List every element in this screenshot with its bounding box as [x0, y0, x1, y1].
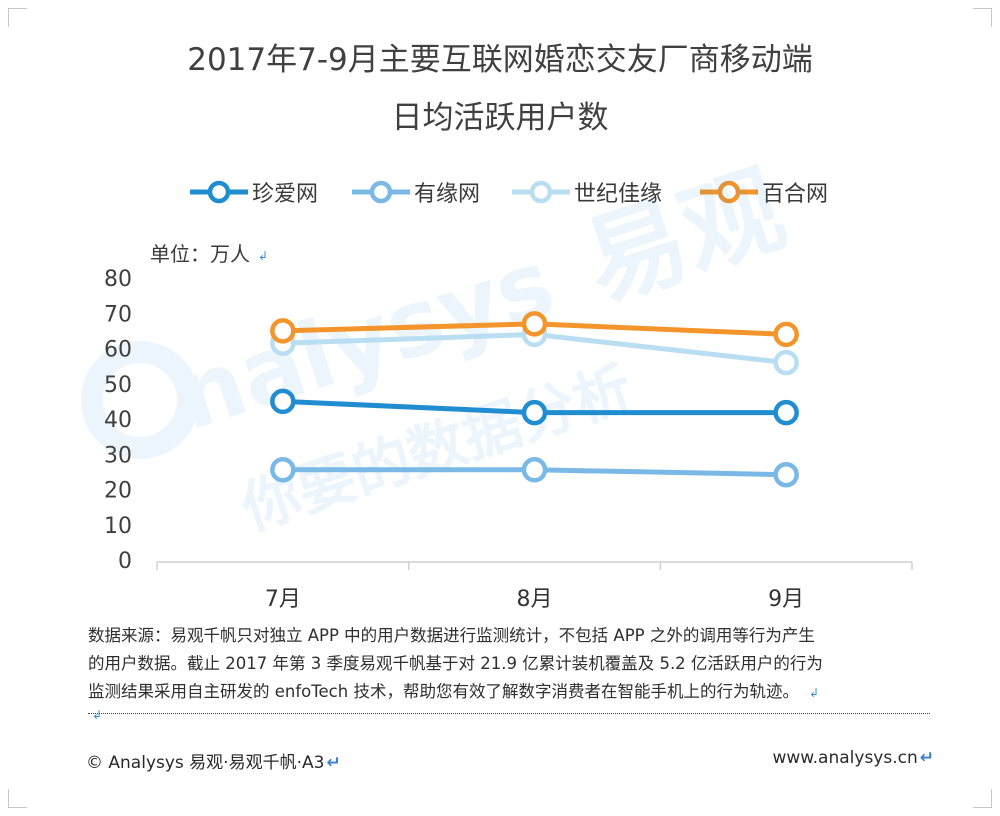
legend-swatch [352, 180, 410, 204]
legend-item: 有缘网 [350, 172, 480, 212]
legend-swatch [190, 180, 248, 204]
data-point-0 [773, 399, 799, 426]
data-source-note: 数据来源：易观千帆只对独立 APP 中的用户数据进行监测统计，不包括 APP 之… [88, 622, 930, 707]
legend-swatch-marker [207, 180, 231, 204]
y-tick-label: 60 [104, 338, 132, 363]
frame-corner-top-right [973, 8, 992, 27]
frame-corner-bottom-right [973, 789, 992, 808]
data-point-0 [521, 399, 548, 426]
legend-label: 百合网 [762, 182, 829, 207]
watermark-brand-cn: 易观 [571, 150, 797, 323]
legend-swatch-marker [529, 180, 553, 204]
unit-label: 单位：万人 ↲ [150, 238, 268, 267]
data-point-0 [270, 388, 296, 415]
data-point-3 [521, 311, 548, 337]
paragraph-mark-icon: ↲ [258, 248, 269, 263]
unit-label-text: 单位：万人 [150, 242, 250, 266]
data-point-3 [773, 321, 799, 348]
legend-label: 有缘网 [414, 182, 481, 207]
return-arrow-icon: ↵ [326, 753, 341, 773]
legend-item: 珍爱网 [188, 172, 318, 212]
chart-title-line2: 日均活跃用户数 [391, 100, 609, 136]
data-point-1 [270, 457, 296, 483]
x-tick-label: 8月 [517, 587, 553, 612]
footer-copyright-text: © Analysys 易观·易观千帆·A3 [86, 753, 325, 773]
y-tick-label: 40 [104, 408, 132, 433]
source-line-2: 的用户数据。截止 2017 年第 3 季度易观千帆基于对 21.9 亿累计装机覆… [88, 654, 823, 673]
legend-swatch [700, 180, 758, 204]
data-point-3 [270, 318, 296, 344]
legend-swatch-marker [717, 180, 741, 204]
y-tick-label: 0 [118, 549, 132, 574]
frame-corner-top-left [8, 8, 27, 27]
y-tick-label: 10 [104, 514, 132, 539]
legend-swatch [512, 180, 570, 204]
return-arrow-icon: ↵ [919, 748, 934, 768]
chart-title-line1: 2017年7-9月主要互联网婚恋交友厂商移动端 [187, 42, 813, 78]
y-tick-label: 30 [104, 443, 132, 468]
legend-label: 珍爱网 [252, 182, 319, 207]
y-tick-label: 70 [104, 302, 132, 327]
watermark-logo-ring [81, 341, 199, 459]
footer-website: www.analysys.cn ↵ [773, 748, 935, 768]
legend-item: 世纪佳缘 [510, 172, 662, 212]
footer-copyright: © Analysys 易观·易观千帆·A3 ↵ [86, 748, 341, 773]
source-line-1: 数据来源：易观千帆只对独立 APP 中的用户数据进行监测统计，不包括 APP 之… [88, 626, 815, 645]
x-tick-label: 7月 [265, 587, 301, 612]
paragraph-mark-icon: ↲ [808, 686, 820, 700]
source-line-3: 监测结果采用自主研发的 enfoTech 技术，帮助您有效了解数字消费者在智能手… [88, 678, 930, 707]
y-tick-label: 50 [104, 373, 132, 398]
data-point-1 [521, 457, 548, 483]
legend-swatch-marker [369, 180, 393, 204]
y-tick-label: 20 [104, 479, 132, 504]
data-point-2 [773, 349, 799, 376]
legend-item: 百合网 [698, 172, 828, 212]
footer-divider [88, 713, 930, 714]
x-tick-label: 9月 [768, 587, 804, 612]
legend-label: 世纪佳缘 [574, 182, 663, 207]
frame-corner-bottom-left [8, 789, 27, 808]
y-tick-label: 80 [104, 267, 132, 292]
source-line-3-text: 监测结果采用自主研发的 enfoTech 技术，帮助您有效了解数字消费者在智能手… [88, 682, 799, 701]
footer-website-text: www.analysys.cn [772, 748, 918, 768]
data-point-1 [773, 461, 799, 488]
paragraph-mark-icon: ↲ [92, 708, 103, 722]
chart-legend: 珍爱网 有缘网 世纪佳缘 百合网 [0, 172, 1000, 212]
